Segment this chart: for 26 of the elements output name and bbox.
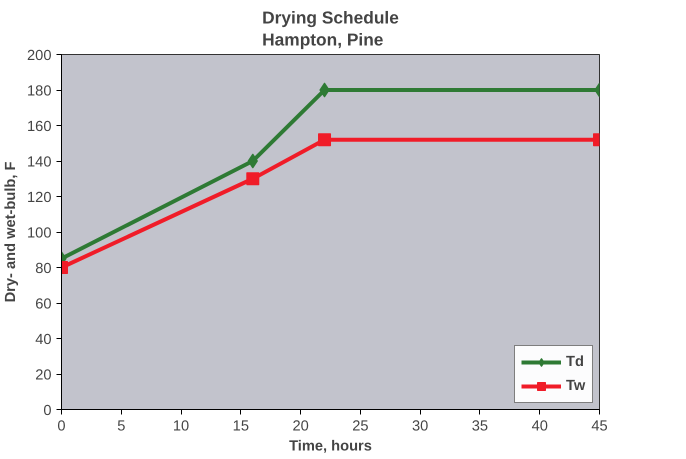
y-axis-title: Dry- and wet-bulb, F bbox=[3, 162, 20, 302]
x-tick-label: 30 bbox=[412, 418, 428, 434]
y-tick-label: 20 bbox=[35, 368, 52, 384]
x-tick-label: 20 bbox=[292, 418, 309, 434]
x-tick-label: 15 bbox=[232, 418, 249, 434]
y-tick-label: 60 bbox=[35, 296, 52, 312]
y-tick-label: 200 bbox=[27, 48, 52, 64]
y-tick-label: 0 bbox=[43, 403, 52, 419]
legend-label: Tw bbox=[566, 378, 586, 394]
y-tick-label: 40 bbox=[35, 332, 52, 348]
x-tick-label: 45 bbox=[591, 418, 608, 434]
x-tick-label: 5 bbox=[117, 418, 126, 434]
y-tick-label: 140 bbox=[27, 154, 52, 170]
x-tick-label: 35 bbox=[472, 418, 488, 434]
x-tick-label: 0 bbox=[57, 418, 66, 434]
chart-title: Drying Schedule Hampton, Pine bbox=[262, 8, 400, 50]
y-tick-label: 80 bbox=[35, 261, 52, 277]
x-tick-label: 25 bbox=[352, 418, 369, 434]
legend-label: Td bbox=[566, 354, 585, 370]
y-tick-label: 160 bbox=[27, 119, 52, 135]
x-tick-label: 40 bbox=[532, 418, 548, 434]
y-tick-label: 120 bbox=[27, 190, 52, 206]
y-tick-label: 100 bbox=[27, 226, 52, 242]
x-axis-title: Time, hours bbox=[289, 438, 372, 454]
y-tick-label: 180 bbox=[27, 84, 52, 100]
x-tick-label: 10 bbox=[172, 418, 190, 434]
